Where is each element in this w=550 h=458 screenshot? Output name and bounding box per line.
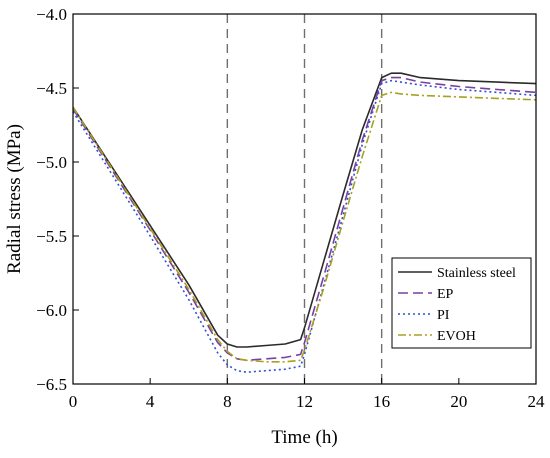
legend-label: EP bbox=[437, 287, 454, 302]
x-tick-label: 8 bbox=[223, 392, 232, 411]
y-axis: −4.0 −4.5 −5.0 −5.5 −6.0 −6.5 bbox=[36, 5, 79, 394]
x-tick-label: 24 bbox=[528, 392, 546, 411]
x-tick-label: 16 bbox=[373, 392, 390, 411]
x-axis-label: Time (h) bbox=[271, 427, 337, 448]
legend-box bbox=[391, 257, 532, 349]
series-line-1 bbox=[72, 76, 537, 362]
legend-label: Stainless steel bbox=[437, 266, 516, 281]
legend-label: EVOH bbox=[437, 329, 476, 344]
x-tick-label: 4 bbox=[146, 392, 155, 411]
series-line-2 bbox=[72, 79, 537, 373]
y-tick-label: −4.0 bbox=[36, 5, 67, 24]
x-axis: 0 4 8 12 16 20 24 bbox=[69, 378, 545, 411]
x-tick-label: 0 bbox=[69, 392, 78, 411]
reference-lines bbox=[226, 14, 383, 384]
y-tick-label: −5.0 bbox=[36, 153, 67, 172]
legend-label: PI bbox=[437, 308, 450, 323]
y-tick-label: −6.0 bbox=[36, 301, 67, 320]
y-tick-label: −6.5 bbox=[36, 375, 67, 394]
legend: Stainless steel EP PI EVOH bbox=[391, 257, 532, 349]
series-line-0 bbox=[72, 72, 537, 348]
series-line-3 bbox=[72, 91, 537, 363]
y-tick-label: −4.5 bbox=[36, 79, 67, 98]
series-group bbox=[72, 72, 537, 373]
x-tick-label: 12 bbox=[296, 392, 313, 411]
y-axis-label: Radial stress (MPa) bbox=[4, 124, 25, 274]
x-tick-label: 20 bbox=[450, 392, 467, 411]
y-tick-label: −5.5 bbox=[36, 227, 67, 246]
